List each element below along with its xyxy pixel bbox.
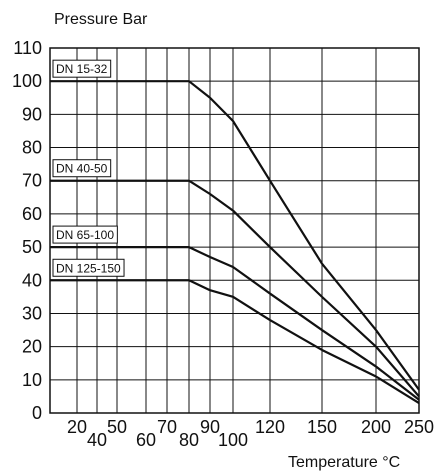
x-tick-label: 150	[307, 417, 337, 437]
y-tick-label: 110	[13, 38, 42, 58]
legend-entry: DN 40-50	[52, 159, 112, 178]
legend-label: DN 15-32	[56, 62, 108, 76]
legend-box	[52, 225, 118, 244]
y-tick-label: 90	[22, 104, 42, 124]
series-layer	[50, 80, 420, 404]
x-tick-label: 80	[179, 430, 199, 450]
legend-entry: DN 65-100	[52, 225, 118, 244]
x-tick-label: 250	[404, 417, 434, 437]
legend-label: DN 125-150	[56, 261, 121, 275]
y-axis-title: Pressure Bar	[54, 11, 148, 28]
x-tick-label: 120	[255, 417, 285, 437]
x-tick-label: 100	[218, 430, 248, 450]
y-tick-label: 30	[22, 303, 42, 323]
y-tick-label: 80	[22, 138, 42, 158]
legend-label: DN 40-50	[56, 162, 108, 176]
y-tick-label: 10	[22, 370, 42, 390]
legend-box	[52, 59, 112, 78]
x-axis-title: Temperature °C	[288, 454, 400, 471]
x-tick-label: 50	[107, 417, 127, 437]
legend-label: DN 65-100	[56, 228, 114, 242]
series-line-3	[50, 245, 420, 401]
x-tick-label: 40	[87, 430, 107, 450]
series-line-2	[50, 179, 420, 398]
y-tick-label: 100	[12, 71, 42, 91]
x-tick-label: 20	[67, 417, 87, 437]
x-tick-label: 200	[361, 417, 391, 437]
y-tick-label: 0	[32, 403, 42, 423]
legend-box	[52, 159, 112, 178]
series-line-1	[50, 80, 420, 391]
series-line-4	[50, 279, 420, 404]
x-tick-label: 70	[157, 417, 177, 437]
y-tick-label: 40	[22, 270, 42, 290]
legend-entry: DN 15-32	[52, 59, 112, 78]
tick-layer: 0102030405060708090100110204050607080901…	[12, 38, 434, 450]
y-tick-label: 20	[22, 337, 42, 357]
legend-box	[52, 258, 125, 277]
legend-layer: DN 15-32 DN 40-50 DN 65-100 DN 125-150	[52, 59, 125, 277]
y-tick-label: 70	[22, 171, 42, 191]
legend-entry: DN 125-150	[52, 258, 125, 277]
y-tick-label: 50	[22, 237, 42, 257]
plot-frame	[49, 47, 420, 414]
y-tick-label: 60	[22, 204, 42, 224]
x-tick-label: 60	[136, 430, 156, 450]
x-tick-label: 90	[200, 417, 220, 437]
